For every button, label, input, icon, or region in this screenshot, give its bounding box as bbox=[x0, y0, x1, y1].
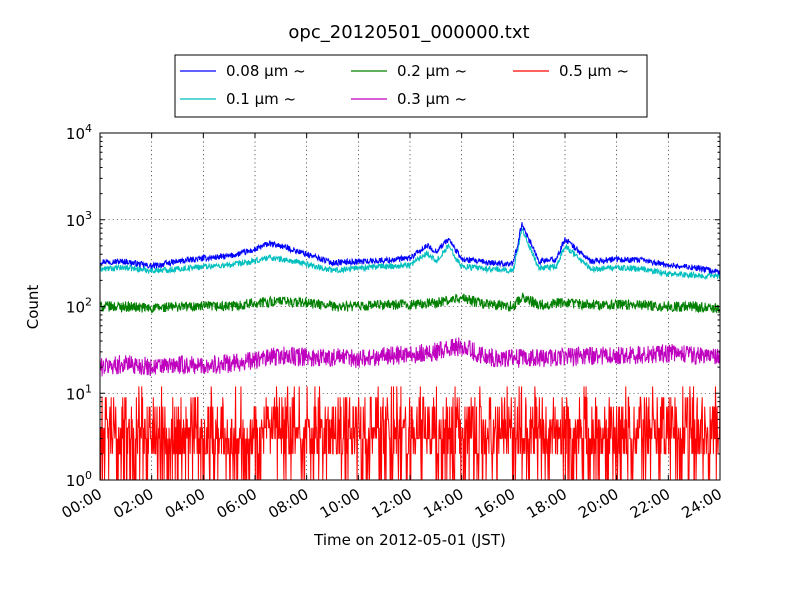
plot-area bbox=[99, 132, 721, 481]
y-tick-base: 10 bbox=[66, 125, 85, 143]
x-tick-label: 10:00 bbox=[317, 485, 363, 522]
x-tick-label: 12:00 bbox=[369, 485, 415, 522]
series-line bbox=[99, 292, 721, 314]
tick-layer bbox=[99, 132, 721, 481]
legend-label: 0.1 μm ~ bbox=[226, 90, 296, 108]
y-tick-label: 103 bbox=[66, 209, 92, 230]
legend-frame bbox=[174, 54, 648, 118]
legend-items: 0.08 μm ~ 0.1 μm ~ 0.2 μm ~ 0.3 μm ~ 0.5 μm … bbox=[180, 62, 629, 108]
y-tick-exponent: 3 bbox=[85, 209, 92, 222]
legend-label: 0.5 μm ~ bbox=[559, 62, 629, 80]
y-tick-base: 10 bbox=[66, 472, 85, 490]
x-tick-label: 16:00 bbox=[472, 485, 518, 522]
x-tick-label: 18:00 bbox=[524, 485, 570, 522]
series-line bbox=[99, 222, 721, 275]
legend-label: 0.3 μm ~ bbox=[397, 90, 467, 108]
x-tick-label: 22:00 bbox=[627, 485, 673, 522]
y-tick-exponent: 0 bbox=[85, 469, 92, 482]
x-tick-label: 00:00 bbox=[59, 485, 105, 522]
series-line bbox=[99, 227, 721, 281]
y-tick-base: 10 bbox=[66, 212, 85, 230]
y-tick-exponent: 4 bbox=[85, 122, 92, 135]
x-tick-label: 02:00 bbox=[110, 485, 156, 522]
series-line bbox=[99, 337, 721, 377]
y-tick-label: 104 bbox=[66, 122, 92, 143]
y-axis-label: Count bbox=[24, 285, 42, 330]
chart-title: opc_20120501_000000.txt bbox=[288, 22, 529, 43]
y-tick-label: 102 bbox=[66, 296, 92, 317]
x-tick-label: 14:00 bbox=[420, 485, 466, 522]
x-axis-label: Time on 2012-05-01 (JST) bbox=[313, 531, 506, 549]
x-tick-label: 06:00 bbox=[214, 485, 260, 522]
legend-label: 0.08 μm ~ bbox=[226, 62, 306, 80]
x-tick-label: 24:00 bbox=[679, 485, 725, 522]
y-tick-base: 10 bbox=[66, 299, 85, 317]
legend-label: 0.2 μm ~ bbox=[397, 62, 467, 80]
y-tick-base: 10 bbox=[66, 385, 85, 403]
x-tick-labels: 00:00 02:00 04:00 06:00 08:00 10:00 12:00 14:00… bbox=[59, 485, 725, 522]
y-tick-exponent: 2 bbox=[85, 296, 92, 309]
x-tick-label: 20:00 bbox=[575, 485, 621, 522]
legend: 0.08 μm ~ 0.1 μm ~ 0.2 μm ~ 0.3 μm ~ 0.5 μm … bbox=[174, 54, 648, 118]
y-tick-label: 100 bbox=[66, 469, 92, 490]
x-tick-label: 04:00 bbox=[162, 485, 208, 522]
y-tick-label: 101 bbox=[66, 382, 92, 403]
y-tick-exponent: 1 bbox=[85, 382, 92, 395]
x-tick-label: 08:00 bbox=[265, 485, 311, 522]
